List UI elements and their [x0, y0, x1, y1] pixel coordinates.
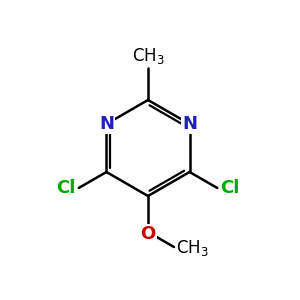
Text: Cl: Cl	[220, 179, 240, 197]
Text: Cl: Cl	[56, 179, 76, 197]
Text: N: N	[99, 115, 114, 133]
Text: CH$_3$: CH$_3$	[176, 238, 209, 258]
Text: N: N	[182, 115, 197, 133]
Text: O: O	[140, 225, 156, 243]
Text: CH$_3$: CH$_3$	[132, 46, 164, 66]
